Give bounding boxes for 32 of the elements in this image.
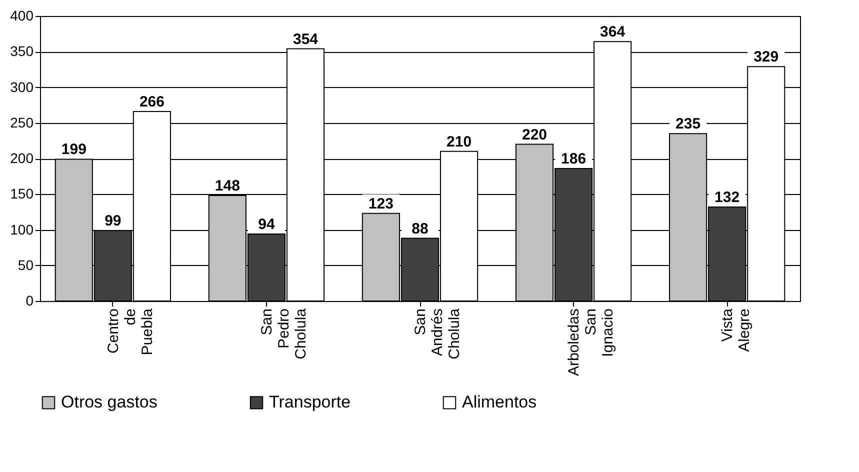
y-tick-label: 150	[10, 186, 34, 202]
y-tick-label: 0	[26, 292, 34, 308]
data-label: 220	[522, 126, 548, 144]
x-tick-label: Arboledas San Ignacio	[566, 308, 617, 376]
data-label: 88	[412, 220, 428, 238]
data-label: 266	[139, 93, 164, 110]
x-tick-label: Centro de Puebla	[104, 308, 156, 356]
y-tick-label: 100	[10, 221, 34, 238]
data-label: 199	[61, 141, 86, 158]
y-tick-label: 350	[10, 43, 34, 60]
data-label: 186	[561, 150, 586, 168]
data-label: 210	[446, 133, 472, 150]
y-tick-label: 50	[18, 256, 34, 273]
y-tick-label: 200	[10, 150, 34, 166]
data-label: 329	[754, 48, 779, 66]
data-label: 148	[214, 178, 240, 195]
y-tick-label: 400	[10, 8, 34, 24]
data-label: 123	[368, 195, 394, 212]
data-label: 235	[676, 116, 701, 133]
x-tick-label: San Andrés Cholula	[412, 308, 463, 360]
x-tick-label: Vista Alegre	[719, 308, 754, 352]
y-tick-label: 250	[10, 114, 34, 130]
data-label: 94	[258, 216, 276, 234]
y-tick-label: 300	[10, 78, 34, 95]
data-label: 364	[600, 24, 626, 41]
data-label: 354	[292, 30, 319, 48]
x-tick-label: San Pedro Cholula	[258, 308, 310, 360]
legend-label: Alimentos	[462, 392, 537, 412]
legend-label: Transporte	[269, 392, 351, 412]
data-label: 132	[714, 188, 740, 206]
data-label: 99	[104, 212, 122, 230]
legend-label: Otros gastos	[61, 392, 158, 412]
